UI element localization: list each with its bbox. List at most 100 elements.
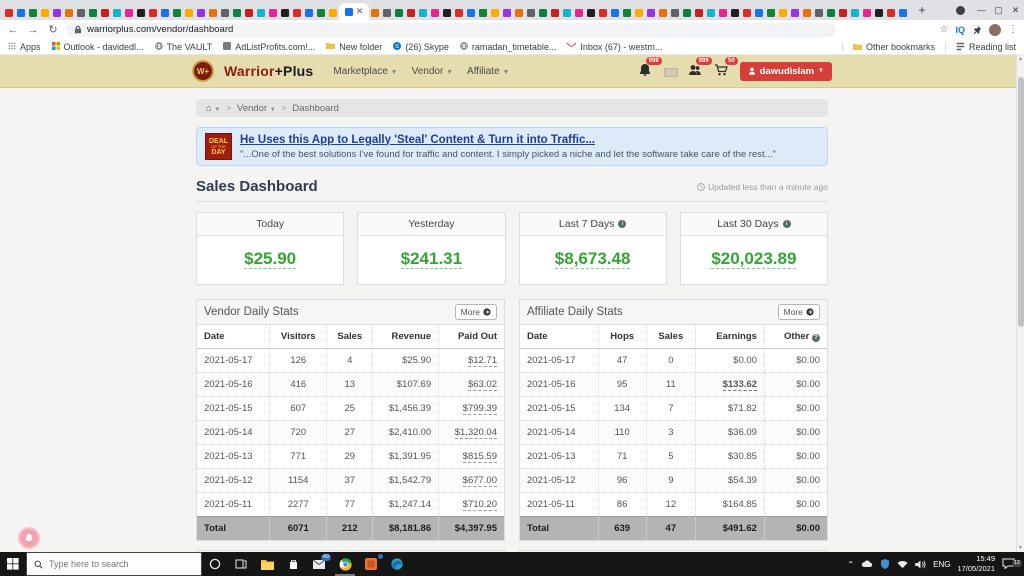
home-icon[interactable]: ⌂ ▼ xyxy=(206,102,221,114)
bookmark-item[interactable]: Inbox (67) - westm... xyxy=(567,42,662,52)
network-wifi-icon[interactable] xyxy=(897,560,908,569)
pinned-tab[interactable] xyxy=(111,5,123,20)
onedrive-icon[interactable] xyxy=(861,560,873,568)
table-cell[interactable]: $1,320.04 xyxy=(438,420,504,445)
account-menu-button[interactable]: dawudislam ▼ xyxy=(739,61,832,81)
taskbar-clock[interactable]: 15:49 17/05/2021 xyxy=(957,554,995,574)
pinned-tab[interactable] xyxy=(243,5,255,20)
search-input[interactable] xyxy=(49,559,179,569)
forward-icon[interactable]: → xyxy=(27,23,39,36)
language-indicator[interactable]: ENG xyxy=(933,559,951,569)
pinned-tab[interactable] xyxy=(609,5,621,20)
pinned-tab[interactable] xyxy=(717,5,729,20)
pinned-tab[interactable] xyxy=(159,5,171,20)
bookmark-item[interactable]: AdListProfits.com!... xyxy=(223,41,315,52)
nav-item-vendor[interactable]: Vendor ▼ xyxy=(412,66,453,77)
pinned-tab[interactable] xyxy=(477,5,489,20)
table-cell[interactable]: $133.62 xyxy=(695,372,765,397)
action-center-button[interactable]: 12 xyxy=(1002,556,1022,572)
pinned-tab[interactable] xyxy=(549,5,561,20)
breadcrumb-vendor[interactable]: Vendor ▼ xyxy=(237,102,276,114)
table-cell[interactable]: $12.71 xyxy=(438,348,504,373)
pinned-tab[interactable] xyxy=(837,5,849,20)
more-button[interactable]: More xyxy=(454,304,497,320)
pinned-tab[interactable] xyxy=(303,5,315,20)
pinned-tab[interactable] xyxy=(171,5,183,20)
task-view-button[interactable] xyxy=(228,552,254,576)
new-tab-button[interactable]: + xyxy=(918,3,926,17)
scrollbar-thumb[interactable] xyxy=(1018,77,1024,327)
info-icon[interactable]: i xyxy=(782,220,791,228)
pinned-tab[interactable] xyxy=(195,5,207,20)
pinned-tab[interactable] xyxy=(537,5,549,20)
pinned-tab[interactable] xyxy=(525,5,537,20)
tab-close-icon[interactable]: ✕ xyxy=(355,6,364,16)
pinned-tab[interactable] xyxy=(381,5,393,20)
pinned-tab[interactable] xyxy=(849,5,861,20)
minimize-button[interactable]: — xyxy=(977,5,986,15)
deal-title-link[interactable]: He Uses this App to Legally 'Steal' Cont… xyxy=(240,133,595,146)
bookmark-item[interactable]: New folder xyxy=(326,42,382,52)
browser-update-icon[interactable] xyxy=(956,5,965,15)
pinned-tab[interactable] xyxy=(861,5,873,20)
pinned-tab[interactable] xyxy=(291,5,303,20)
bookmark-star-icon[interactable]: ☆ xyxy=(939,24,949,35)
cart-icon[interactable]: 50 xyxy=(714,57,738,79)
bookmark-item[interactable]: Outlook - davidedl... xyxy=(51,41,144,52)
bookmark-item[interactable]: Apps xyxy=(8,42,41,52)
taskbar-search-box[interactable] xyxy=(26,552,202,576)
pinned-tab[interactable] xyxy=(441,5,453,20)
pinned-tab[interactable] xyxy=(3,5,15,20)
pinned-tab[interactable] xyxy=(489,5,501,20)
notifications-bell-icon[interactable]: 999 xyxy=(638,57,662,79)
pinned-tab[interactable] xyxy=(417,5,429,20)
iq-extension-icon[interactable]: IQ xyxy=(955,24,965,35)
help-icon[interactable]: ? xyxy=(812,334,820,342)
pinned-tab[interactable] xyxy=(147,5,159,20)
pinned-tab[interactable] xyxy=(15,5,27,20)
more-button[interactable]: More xyxy=(777,304,820,320)
pinned-tab[interactable] xyxy=(123,5,135,20)
reload-icon[interactable]: ↻ xyxy=(48,24,58,36)
file-explorer-button[interactable] xyxy=(254,552,280,576)
stat-card-value[interactable]: $8,673.48 xyxy=(554,249,631,269)
pinned-tab[interactable] xyxy=(39,5,51,20)
pinned-tab[interactable] xyxy=(99,5,111,20)
pinned-tab[interactable] xyxy=(789,5,801,20)
volume-icon[interactable] xyxy=(915,559,926,569)
pinned-tab[interactable] xyxy=(501,5,513,20)
pinned-tab[interactable] xyxy=(255,5,267,20)
pinned-tab[interactable] xyxy=(729,5,741,20)
table-cell[interactable]: $815.59 xyxy=(438,444,504,469)
pinned-tab[interactable] xyxy=(801,5,813,20)
close-button[interactable]: ✕ xyxy=(1011,4,1020,15)
mail-button[interactable]: 49 xyxy=(306,552,332,576)
wallet-icon[interactable] xyxy=(663,68,678,77)
start-button[interactable] xyxy=(0,552,26,576)
table-cell[interactable]: $63.02 xyxy=(438,372,504,397)
pinned-tab[interactable] xyxy=(267,5,279,20)
pinned-tab[interactable] xyxy=(279,5,291,20)
pinned-tab[interactable] xyxy=(741,5,753,20)
pinned-tab[interactable] xyxy=(207,5,219,20)
bookmark-item[interactable]: The VAULT xyxy=(154,42,212,52)
pinned-tab[interactable] xyxy=(135,5,147,20)
table-cell[interactable]: $710.20 xyxy=(438,492,504,517)
table-cell[interactable]: $677.00 xyxy=(438,468,504,493)
pinned-tab[interactable] xyxy=(621,5,633,20)
pinned-tab[interactable] xyxy=(63,5,75,20)
pinned-tab[interactable] xyxy=(693,5,705,20)
warriorplus-logo[interactable]: W+ xyxy=(192,60,214,82)
antivirus-icon[interactable] xyxy=(880,559,890,569)
pinned-tab[interactable] xyxy=(585,5,597,20)
microsoft-store-button[interactable] xyxy=(280,552,306,576)
tray-expand-icon[interactable]: ⌃ xyxy=(847,559,855,569)
pinned-app-button[interactable] xyxy=(358,552,384,576)
pinned-tab[interactable] xyxy=(327,5,339,20)
pinned-tab[interactable] xyxy=(885,5,897,20)
pinned-tab[interactable] xyxy=(897,5,909,20)
nav-item-marketplace[interactable]: Marketplace ▼ xyxy=(333,66,397,77)
stat-card-value[interactable]: $20,023.89 xyxy=(711,249,797,269)
pinned-tab[interactable] xyxy=(231,5,243,20)
stat-card-value[interactable]: $241.31 xyxy=(400,249,463,269)
